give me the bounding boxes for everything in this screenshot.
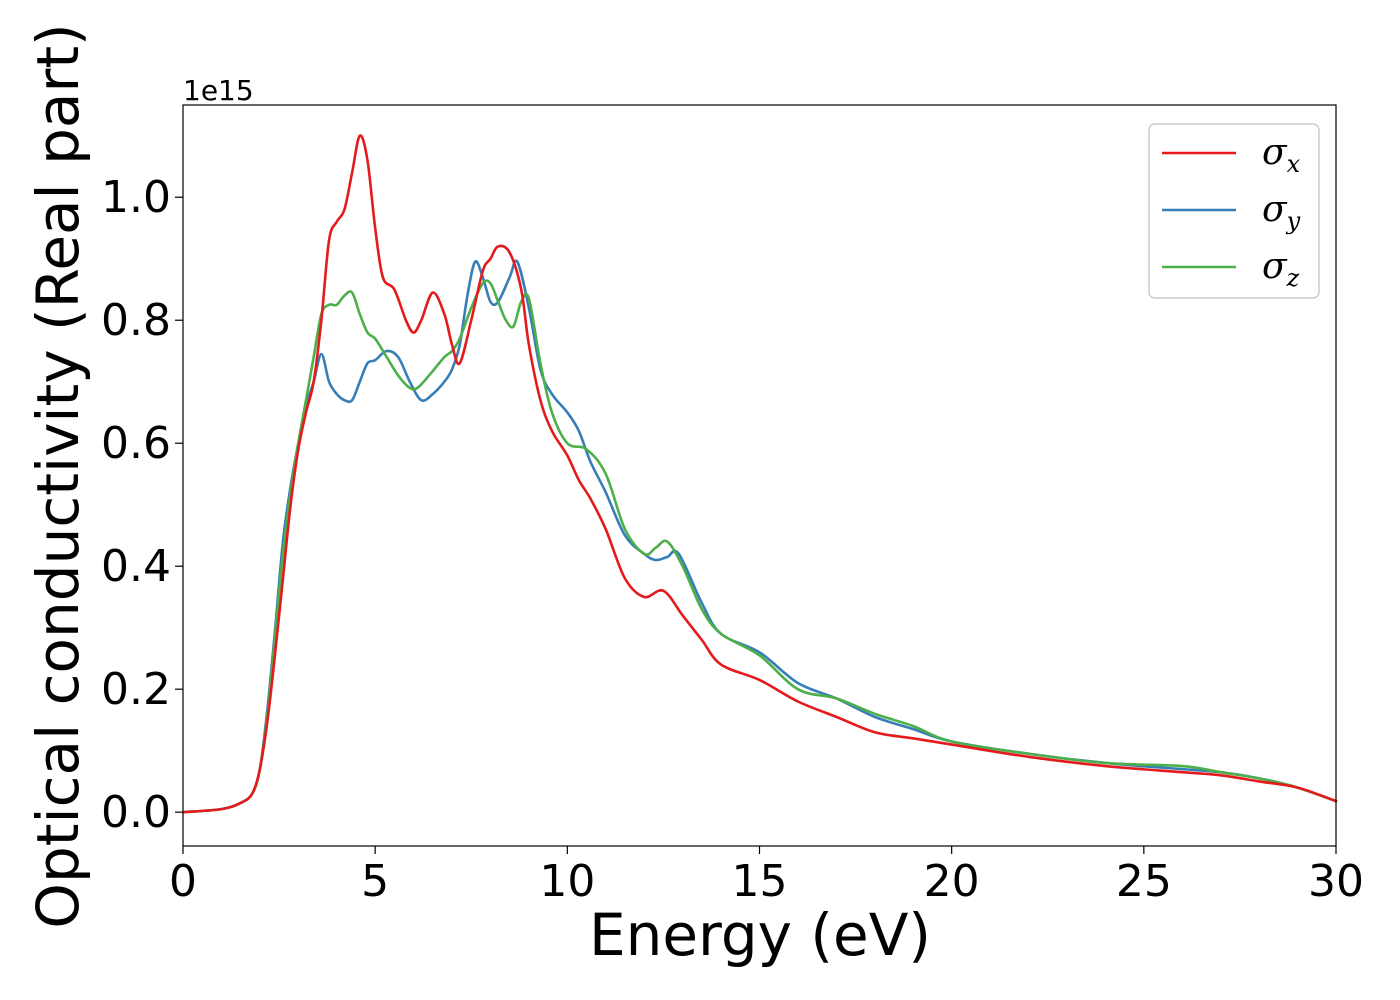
series-line-y (181, 259, 1338, 814)
x-tick-label: 15 (732, 856, 788, 907)
y-tick-label: 1.0 (101, 172, 171, 223)
legend-label-x: σx (1262, 132, 1301, 178)
legend-label-z: σz (1262, 246, 1300, 292)
x-tick-label: 30 (1308, 856, 1364, 907)
y-axis-ticks: 0.0 0.2 0.4 0.6 0.8 1.0 (101, 172, 183, 838)
y-tick-label: 0.2 (101, 664, 171, 715)
y-axis-title: Optical conductivity (Real part) (24, 23, 92, 928)
x-tick-label: 25 (1116, 856, 1172, 907)
series-line-x (181, 134, 1338, 814)
y-tick-label: 0.6 (101, 418, 171, 469)
y-tick-label: 0.0 (101, 787, 171, 838)
x-tick-label: 0 (169, 856, 197, 907)
x-tick-label: 20 (924, 856, 980, 907)
x-tick-label: 10 (539, 856, 595, 907)
x-axis-ticks: 0 5 10 15 20 25 30 (169, 846, 1364, 907)
x-axis-title: Energy (eV) (589, 901, 931, 969)
series-line-z (181, 279, 1338, 814)
y-tick-label: 0.8 (101, 295, 171, 346)
plot-frame (182, 104, 1337, 847)
y-tick-label: 0.4 (101, 541, 171, 592)
y-offset-label: 1e15 (183, 74, 254, 107)
legend: σx σy σz (1148, 123, 1320, 299)
x-tick-label: 5 (361, 856, 389, 907)
plot-lines (181, 134, 1338, 814)
legend-label-y: σy (1262, 189, 1301, 235)
